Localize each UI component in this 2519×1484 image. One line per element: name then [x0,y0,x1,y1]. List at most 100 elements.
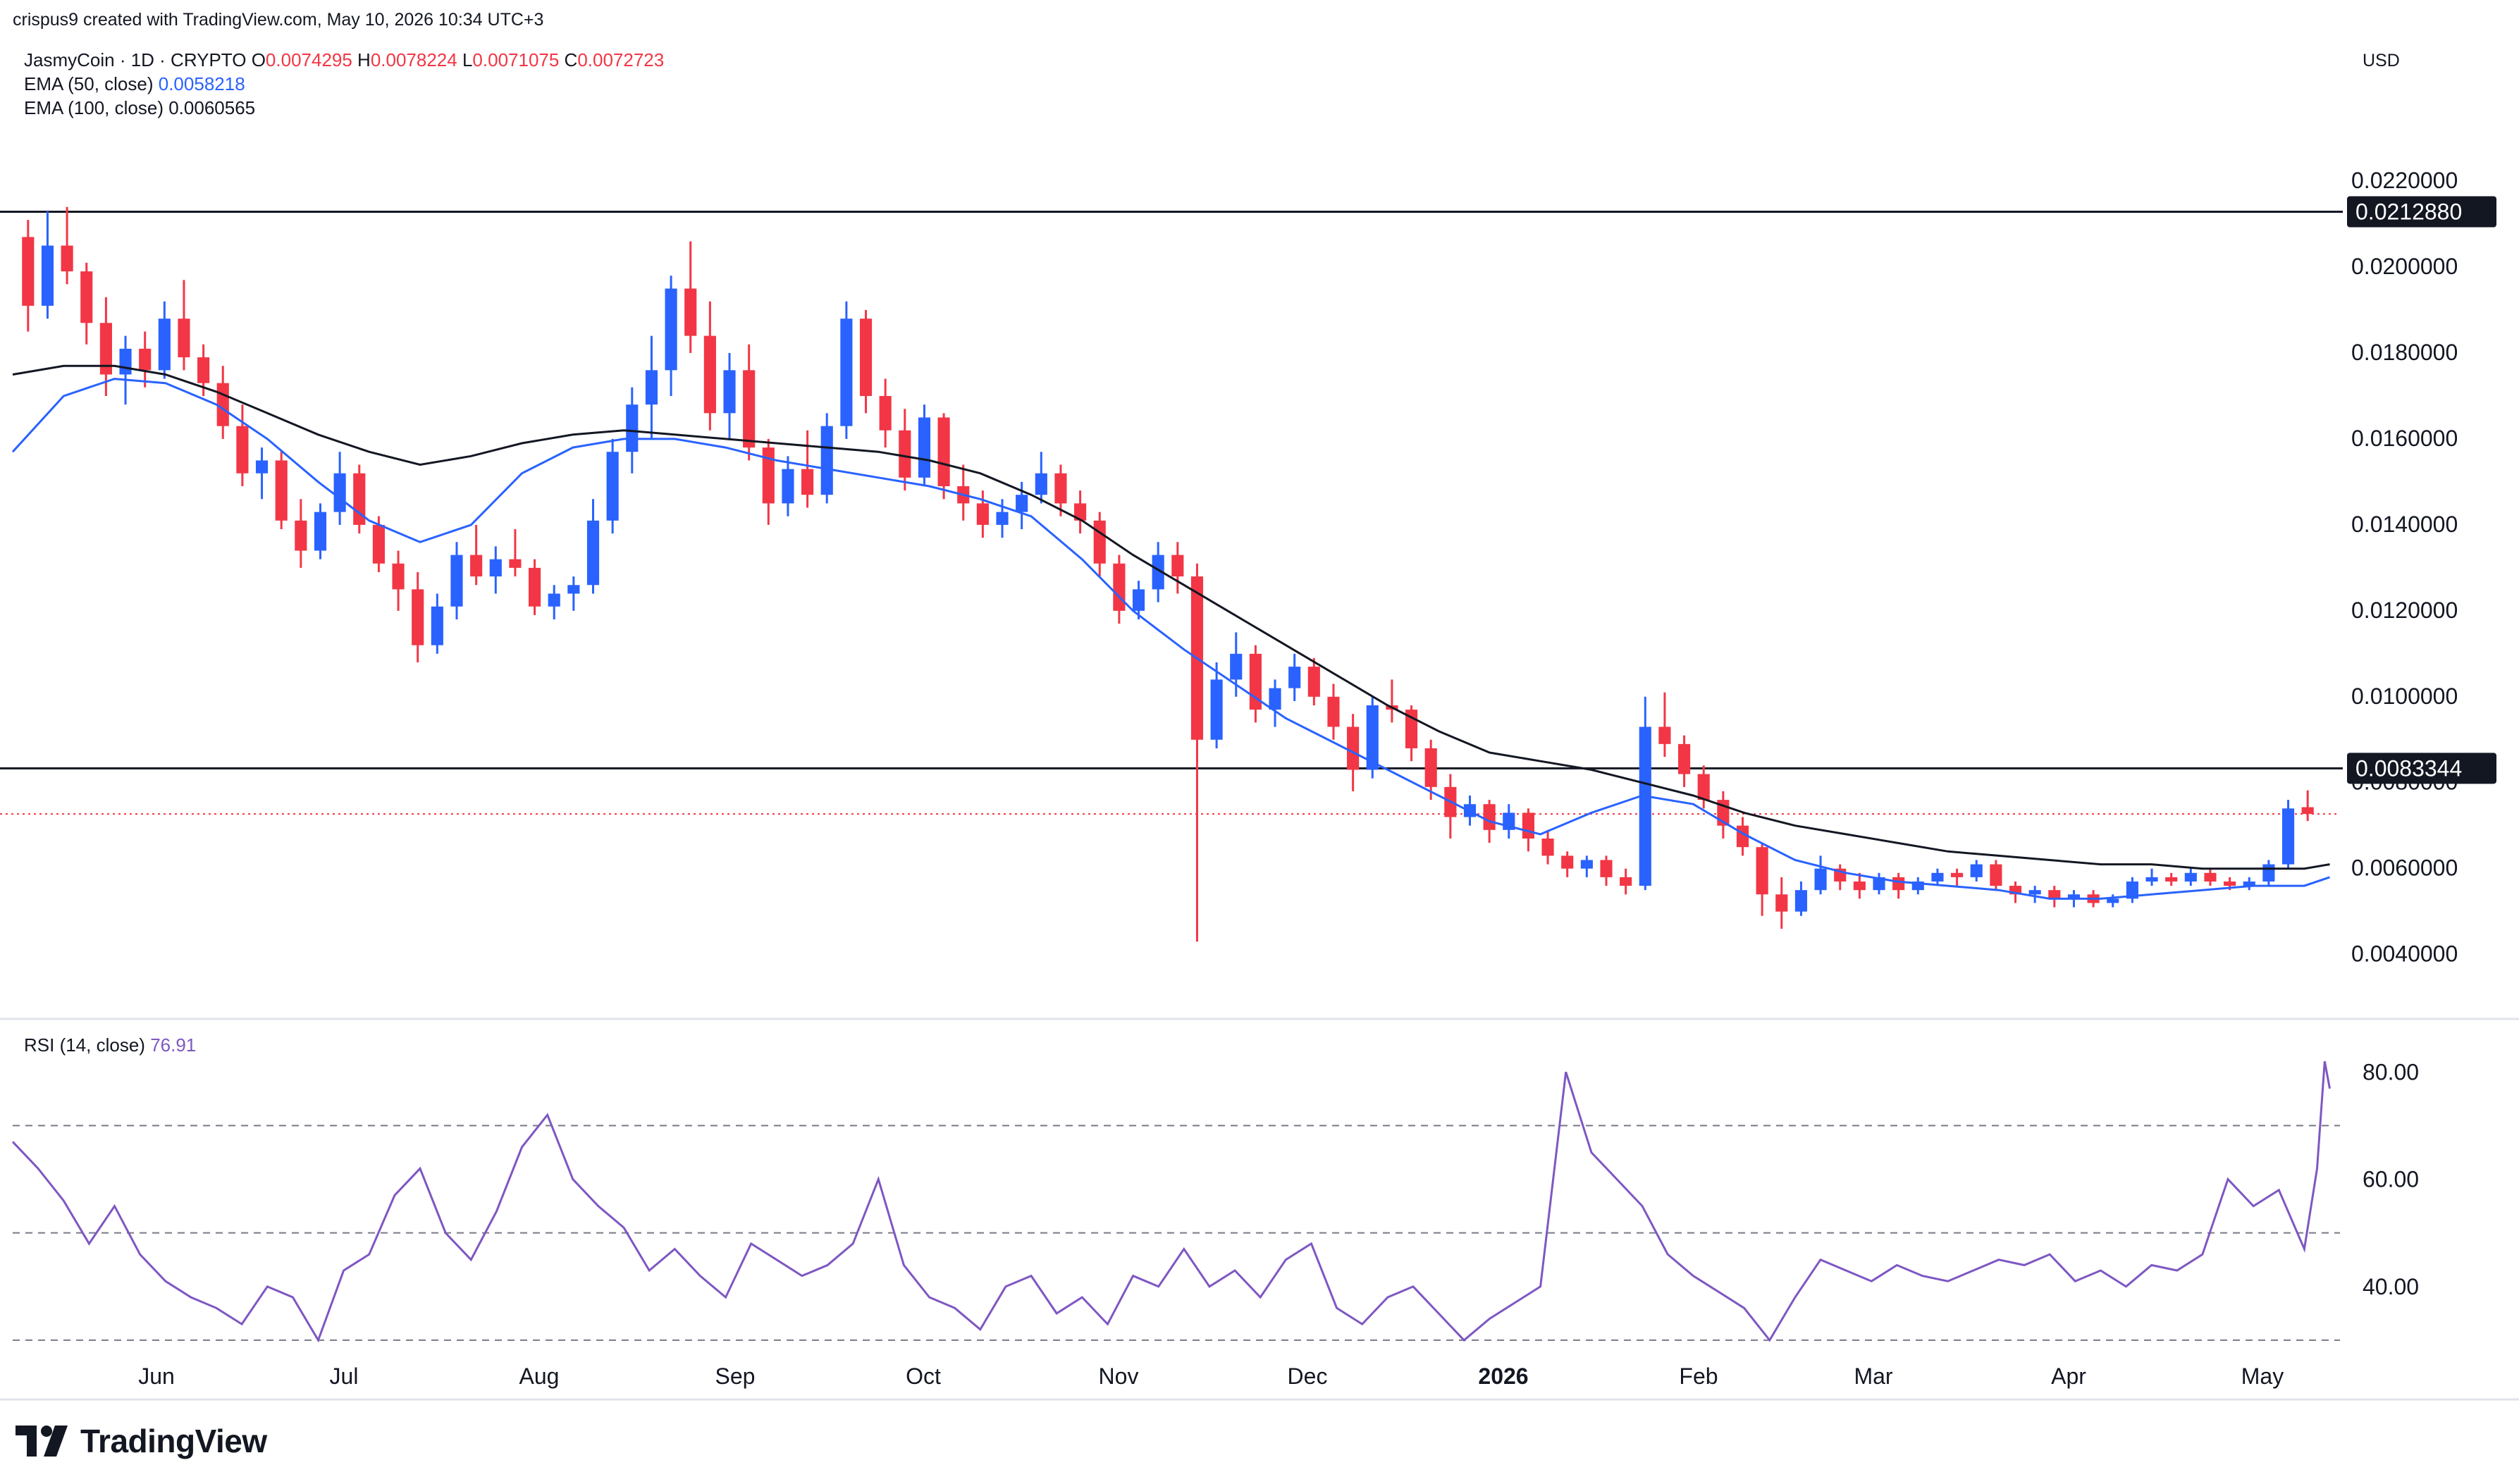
candle [314,503,327,559]
candle-body [1230,653,1243,680]
tradingview-logo[interactable]: TradingView [16,1416,267,1466]
candle-body [1541,839,1554,856]
candle-body [255,460,269,474]
candle [2165,872,2178,886]
ema100-legend: EMA (100, close) 0.0060565 [24,97,255,119]
candle [1230,632,1243,697]
price-tick-label: 0.0100000 [2351,684,2458,709]
candle [450,542,463,620]
tradingview-logo-text: TradingView [80,1423,267,1459]
candle-body [1074,503,1087,521]
candle [548,585,560,620]
candle [1911,877,1924,895]
candle-body [684,288,697,336]
candle [1093,512,1106,577]
candle [139,331,152,388]
candle-body [1522,812,1534,839]
time-axis-label: Oct [906,1364,941,1389]
time-axis-label: Sep [715,1364,756,1389]
candle-body [1892,877,1905,891]
candle-body [139,348,152,371]
rsi-tick-label: 80.00 [2363,1059,2419,1084]
candle [22,219,35,332]
rsi-label: RSI (14, close) [24,1034,145,1056]
candle [1249,645,1262,723]
candle [2028,886,2041,903]
ohlc-value-c: 0.0072723 [577,49,665,70]
candle-body [392,563,405,590]
time-axis-label: May [2241,1364,2284,1389]
candle-body [2204,872,2217,882]
candle-body [1093,520,1106,564]
candle [2281,800,2295,869]
candle [665,276,677,396]
candle [1756,843,1768,916]
candle [743,344,756,461]
candle [353,464,366,534]
ohlc-key-l: L [457,49,473,70]
ohlc-value-o: 0.0074295 [265,49,352,70]
candle-body [782,469,794,504]
candle [178,280,190,371]
candle [723,352,736,439]
candle [859,310,873,414]
candle-body [918,417,931,478]
candle [1366,696,1379,779]
candle-body [937,417,950,486]
candle-body [1171,555,1184,577]
time-axis-label: Aug [519,1364,560,1389]
candle-body [1347,726,1360,770]
candle-body [2107,898,2119,903]
candle-body [1580,860,1593,869]
candle [1717,791,1730,839]
candle [431,593,443,654]
candle [1951,868,1964,886]
rsi-line [11,1061,2331,1343]
candle [1658,692,1671,758]
candle [1931,868,1944,886]
currency-label: USD [2363,51,2400,70]
candle [1132,581,1145,620]
candle-body [1210,679,1223,740]
candle [1327,684,1340,740]
price-line-label-box [2347,196,2496,228]
candle [2301,790,2314,822]
candle-body [2126,881,2138,899]
candle [937,413,950,500]
candle-body [22,237,35,306]
candle-body [1658,726,1671,744]
price-line-label: 0.0212880 [2355,199,2462,224]
candle [1190,563,1204,942]
candle [158,301,171,379]
candle [1873,872,1885,895]
candle [684,241,697,353]
candle-body [197,357,210,383]
tradingview-logo-icon [16,1426,68,1457]
ema100-label: EMA (100, close) [24,97,164,118]
candle-body [275,460,288,521]
price-tick-label: 0.0180000 [2351,340,2458,365]
candle [1054,464,1067,517]
candle [119,335,132,405]
candle-body [645,370,658,405]
symbol-title: JasmyCoin · 1D · CRYPTO [24,49,247,70]
candle [216,366,229,439]
candle-body [1873,877,1885,891]
candle [1814,855,1827,895]
candle [1639,696,1651,891]
candle [528,559,541,615]
candle [1171,542,1184,594]
time-axis-label: Jun [138,1364,175,1389]
candle [1288,653,1301,701]
candle-body [2165,877,2178,882]
candle-body [626,404,639,452]
candle-body [470,555,483,577]
candle [509,528,522,577]
candle-body [996,512,1009,525]
candle [606,438,619,534]
watermark: crispus9 created with TradingView.com, M… [13,10,544,30]
price-tick-label: 0.0060000 [2351,855,2458,881]
candle [1580,855,1593,877]
candle-body [1288,667,1301,688]
